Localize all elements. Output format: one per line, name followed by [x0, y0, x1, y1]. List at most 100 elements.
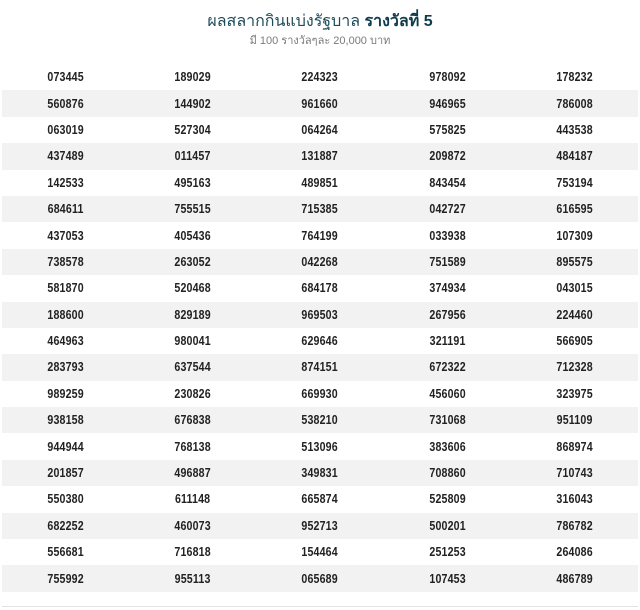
lottery-number: 753194: [556, 175, 593, 190]
lottery-number: 616595: [556, 202, 593, 217]
lottery-number: 107453: [428, 571, 466, 586]
lottery-number: 484187: [556, 149, 593, 164]
lottery-number: 951109: [556, 413, 593, 428]
lottery-number: 460073: [174, 518, 212, 533]
lottery-number: 708860: [428, 466, 466, 481]
lottery-number: 669930: [301, 386, 339, 401]
lottery-number: 323975: [556, 386, 593, 401]
lottery-number: 321191: [429, 334, 466, 349]
lottery-number: 684178: [301, 281, 339, 296]
lottery-number: 374934: [428, 281, 466, 296]
table-row: 073445 189029 224323 978092 178232: [2, 64, 638, 90]
lottery-number: 946965: [428, 96, 466, 111]
lottery-number: 938158: [47, 413, 84, 428]
lottery-number: 944944: [47, 439, 84, 454]
table-row: 755992 955113 065689 107453 486789: [2, 565, 638, 592]
table-row: 550380 611148 665874 525809 316043: [2, 486, 638, 512]
lottery-number: 710743: [556, 466, 593, 481]
lottery-number: 550380: [47, 492, 84, 507]
lottery-number: 868974: [556, 439, 593, 454]
lottery-number: 178232: [556, 70, 593, 85]
lottery-number: 895575: [556, 254, 593, 269]
lottery-number: 437489: [47, 149, 84, 164]
lottery-number: 786782: [556, 518, 593, 533]
lottery-number: 715385: [301, 202, 339, 217]
lottery-number: 201857: [47, 466, 84, 481]
lottery-number: 189029: [174, 70, 212, 85]
lottery-number: 665874: [301, 492, 339, 507]
lottery-number: 230826: [174, 386, 212, 401]
lottery-number: 637544: [174, 360, 212, 375]
lottery-number: 144902: [174, 96, 212, 111]
lottery-number: 063019: [47, 122, 84, 137]
lottery-number: 500201: [428, 518, 466, 533]
lottery-number: 011457: [174, 149, 211, 164]
lottery-number: 786008: [556, 96, 593, 111]
table-row: 283793 637544 874151 672322 712328: [2, 354, 638, 381]
lottery-number: 755992: [47, 571, 84, 586]
table-row: 464963 980041 629646 321191 566905: [2, 328, 638, 354]
lottery-number: 513096: [301, 439, 339, 454]
lottery-number: 874151: [301, 360, 339, 375]
table-row: 437053 405436 764199 033938 107309: [2, 222, 638, 248]
lottery-number: 575825: [428, 122, 466, 137]
lottery-number: 489851: [301, 175, 339, 190]
lottery-number: 131887: [301, 149, 339, 164]
title-text: ผลสลากกินแบ่งรัฐบาล: [207, 13, 361, 30]
lottery-number: 283793: [47, 360, 84, 375]
lottery-number: 064264: [301, 122, 339, 137]
lottery-number: 224460: [556, 307, 593, 322]
table-row: 556681 716818 154464 251253 264086: [2, 539, 638, 565]
table-row: 682252 460073 952713 500201 786782: [2, 512, 638, 540]
lottery-number: 142533: [47, 175, 84, 190]
lottery-number: 251253: [428, 545, 466, 560]
lottery-number: 033938: [428, 228, 466, 243]
table-row: 989259 230826 669930 456060 323975: [2, 381, 638, 407]
lottery-number: 527304: [174, 122, 212, 137]
lottery-number: 961660: [301, 96, 339, 111]
lottery-number: 829189: [174, 307, 212, 322]
lottery-number: 989259: [47, 386, 84, 401]
lottery-number: 042727: [428, 202, 466, 217]
lottery-number: 224323: [301, 70, 339, 85]
lottery-number: 716818: [174, 545, 212, 560]
lottery-number: 107309: [556, 228, 593, 243]
lottery-number: 768138: [174, 439, 212, 454]
table-row: 063019 527304 064264 575825 443538: [2, 117, 638, 143]
table-row: 938158 676838 538210 731068 951109: [2, 407, 638, 434]
lottery-number: 955113: [174, 571, 211, 586]
lottery-number: 525809: [428, 492, 466, 507]
lottery-number: 682252: [47, 518, 84, 533]
lottery-number: 560876: [47, 96, 84, 111]
lottery-number: 676838: [174, 413, 212, 428]
lottery-number: 738578: [47, 254, 84, 269]
lottery-number: 263052: [174, 254, 212, 269]
table-row: 142533 495163 489851 843454 753194: [2, 170, 638, 196]
lottery-number: 043015: [556, 281, 593, 296]
lottery-number: 264086: [556, 545, 593, 560]
lottery-number: 969503: [301, 307, 339, 322]
lottery-number: 712328: [556, 360, 593, 375]
lottery-number: 065689: [301, 571, 339, 586]
lottery-number: 437053: [47, 228, 84, 243]
lottery-number: 764199: [301, 228, 339, 243]
lottery-number: 456060: [428, 386, 466, 401]
lottery-number: 684611: [47, 202, 84, 217]
lottery-number: 188600: [47, 307, 84, 322]
lottery-number: 073445: [47, 70, 84, 85]
prize-numbers-table: 073445 189029 224323 978092 178232 560876 1449…: [2, 64, 638, 592]
table-row: 437489 011457 131887 209872 484187: [2, 143, 638, 170]
lottery-number: 496887: [174, 466, 212, 481]
table-row: 188600 829189 969503 267956 224460: [2, 301, 638, 328]
lottery-number: 405436: [174, 228, 212, 243]
lottery-number: 495163: [174, 175, 212, 190]
lottery-number: 520468: [174, 281, 212, 296]
lottery-number: 443538: [556, 122, 593, 137]
lottery-number: 316043: [556, 492, 593, 507]
lottery-number: 843454: [428, 175, 466, 190]
lottery-number: 672322: [428, 360, 466, 375]
lottery-number: 952713: [301, 518, 339, 533]
lottery-number: 755515: [174, 202, 212, 217]
lottery-number: 042268: [301, 254, 339, 269]
lottery-number: 349831: [301, 466, 339, 481]
